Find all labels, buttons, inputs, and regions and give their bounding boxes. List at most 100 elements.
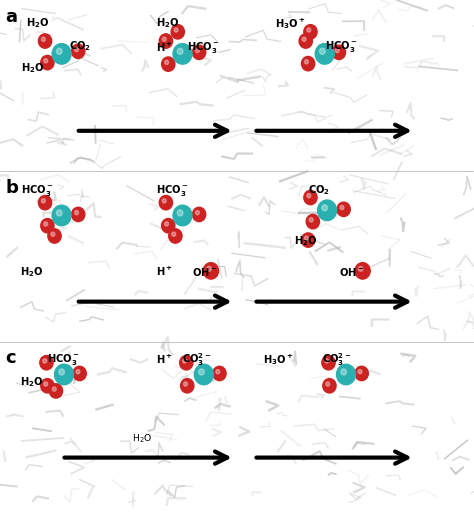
Circle shape <box>192 207 206 222</box>
Circle shape <box>304 190 317 205</box>
Circle shape <box>192 45 206 60</box>
Circle shape <box>76 369 80 374</box>
Circle shape <box>164 222 169 226</box>
Text: $\mathregular{CO_3^{2-}}$: $\mathregular{CO_3^{2-}}$ <box>182 351 212 367</box>
Circle shape <box>41 219 54 233</box>
Circle shape <box>340 205 344 210</box>
Circle shape <box>307 193 311 198</box>
Text: $\mathregular{CO_2}$: $\mathregular{CO_2}$ <box>308 183 330 196</box>
Circle shape <box>304 60 309 64</box>
Circle shape <box>41 55 54 70</box>
Circle shape <box>41 199 46 203</box>
Circle shape <box>304 236 309 241</box>
Circle shape <box>72 207 85 222</box>
Circle shape <box>315 44 334 64</box>
Circle shape <box>207 266 211 271</box>
Text: $\mathregular{H_3O^+}$: $\mathregular{H_3O^+}$ <box>263 351 294 367</box>
Circle shape <box>195 210 200 215</box>
Circle shape <box>177 210 183 216</box>
Circle shape <box>40 356 53 370</box>
Circle shape <box>159 34 173 48</box>
Circle shape <box>318 200 337 221</box>
Circle shape <box>52 387 56 391</box>
Text: $\mathregular{HCO_3^-}$: $\mathregular{HCO_3^-}$ <box>156 183 189 199</box>
Circle shape <box>162 219 175 233</box>
Text: $\mathregular{HCO_3^-}$: $\mathregular{HCO_3^-}$ <box>21 183 54 199</box>
Circle shape <box>182 359 187 363</box>
Circle shape <box>56 210 62 216</box>
Circle shape <box>319 48 325 54</box>
Circle shape <box>52 205 71 226</box>
Circle shape <box>335 48 339 53</box>
Circle shape <box>326 382 330 386</box>
Circle shape <box>306 214 319 229</box>
Text: c: c <box>6 349 16 367</box>
Circle shape <box>355 366 368 381</box>
Circle shape <box>74 47 79 52</box>
Text: $\mathregular{CO_2}$: $\mathregular{CO_2}$ <box>69 40 91 53</box>
Circle shape <box>41 37 46 42</box>
Circle shape <box>162 37 166 42</box>
Circle shape <box>44 222 48 226</box>
Circle shape <box>337 202 350 216</box>
Circle shape <box>59 369 64 375</box>
Circle shape <box>56 48 62 54</box>
Circle shape <box>52 44 71 64</box>
Circle shape <box>49 384 63 398</box>
Circle shape <box>164 60 169 65</box>
Circle shape <box>307 28 311 32</box>
Circle shape <box>332 45 346 60</box>
Circle shape <box>194 364 213 385</box>
Circle shape <box>341 369 346 375</box>
Circle shape <box>355 263 370 279</box>
Circle shape <box>301 233 315 247</box>
Text: $\mathregular{H^+}$: $\mathregular{H^+}$ <box>156 265 173 279</box>
Circle shape <box>74 210 79 215</box>
Circle shape <box>309 218 313 222</box>
Text: $\mathregular{H^+}$: $\mathregular{H^+}$ <box>156 352 173 366</box>
Circle shape <box>301 56 315 71</box>
Circle shape <box>203 263 219 279</box>
Circle shape <box>171 25 184 39</box>
Circle shape <box>38 34 52 48</box>
Text: $\mathregular{H_2O}$: $\mathregular{H_2O}$ <box>132 433 152 445</box>
Circle shape <box>177 48 183 54</box>
Circle shape <box>337 364 356 385</box>
Circle shape <box>162 199 166 203</box>
Circle shape <box>181 379 194 393</box>
Circle shape <box>358 369 362 374</box>
Circle shape <box>44 58 48 63</box>
Circle shape <box>299 34 312 48</box>
Text: $\mathregular{H_2O}$: $\mathregular{H_2O}$ <box>20 376 44 389</box>
Circle shape <box>55 364 73 385</box>
Circle shape <box>51 232 55 236</box>
Circle shape <box>41 379 54 393</box>
Circle shape <box>213 366 226 381</box>
Text: $\mathregular{H_3O^+}$: $\mathregular{H_3O^+}$ <box>275 15 306 31</box>
Circle shape <box>183 382 188 386</box>
Text: $\mathregular{H_2O}$: $\mathregular{H_2O}$ <box>156 16 180 30</box>
Text: $\mathregular{CO_3^{2-}}$: $\mathregular{CO_3^{2-}}$ <box>322 351 352 367</box>
Circle shape <box>322 205 328 211</box>
Circle shape <box>162 57 175 71</box>
Text: $\mathregular{H^+}$: $\mathregular{H^+}$ <box>156 41 173 54</box>
Circle shape <box>325 359 329 363</box>
Circle shape <box>180 356 193 370</box>
Circle shape <box>322 356 335 370</box>
Circle shape <box>174 28 178 32</box>
Text: $\mathregular{OH^-}$: $\mathregular{OH^-}$ <box>192 266 218 278</box>
Circle shape <box>169 229 182 243</box>
Circle shape <box>73 366 86 381</box>
Text: $\mathregular{HCO_3^-}$: $\mathregular{HCO_3^-}$ <box>47 351 80 367</box>
Circle shape <box>173 205 192 226</box>
Text: $\mathregular{H_2O}$: $\mathregular{H_2O}$ <box>26 16 50 30</box>
Circle shape <box>358 266 363 271</box>
Circle shape <box>43 359 47 363</box>
Text: $\mathregular{HCO_3^-}$: $\mathregular{HCO_3^-}$ <box>325 38 357 54</box>
Text: a: a <box>6 8 18 26</box>
Circle shape <box>72 44 85 58</box>
Circle shape <box>38 195 52 210</box>
Text: $\mathregular{H_2O}$: $\mathregular{H_2O}$ <box>21 61 45 74</box>
Circle shape <box>48 229 61 243</box>
Circle shape <box>199 369 204 375</box>
